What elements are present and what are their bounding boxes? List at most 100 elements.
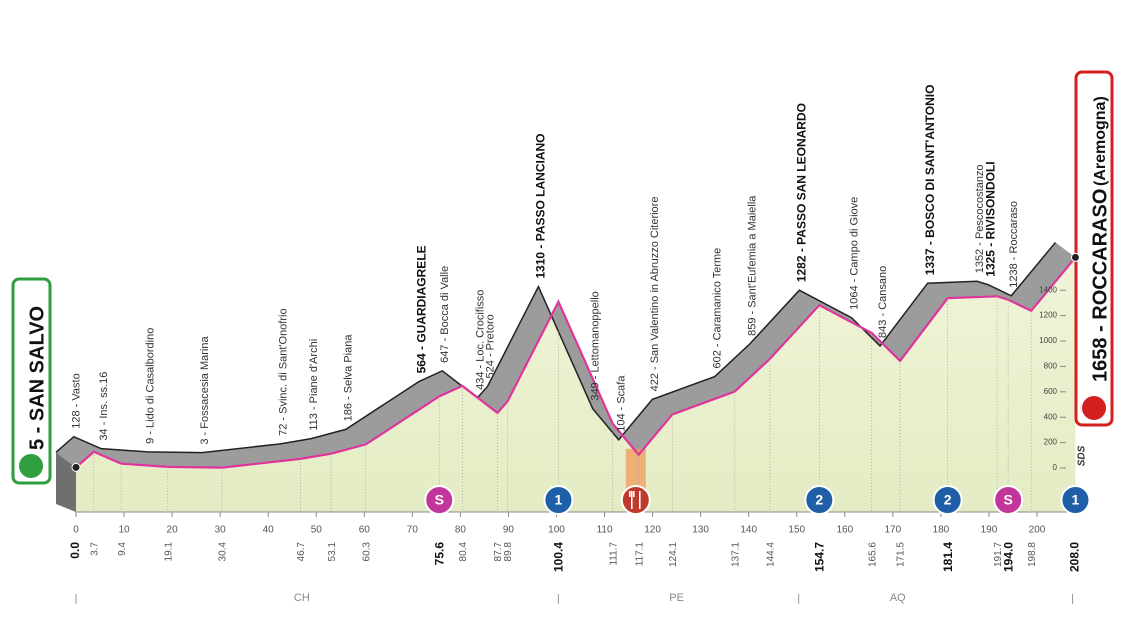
- waypoint-label: 1310 - PASSO LANCIANO: [534, 133, 548, 278]
- waypoint-km: 3.7: [89, 542, 100, 556]
- waypoint-label: 647 - Bocca di Valle: [439, 266, 451, 363]
- marker: [424, 485, 455, 515]
- finish-km: 208.0: [1068, 542, 1082, 572]
- sponsor: SDS: [1077, 445, 1088, 466]
- waypoint-km: 194.0: [1001, 542, 1015, 572]
- feed-zone-icon: [620, 485, 651, 515]
- altitude-tick-label: 0: [1053, 463, 1058, 472]
- marker: [993, 485, 1024, 515]
- finish-icon: [1082, 396, 1106, 420]
- waypoint-label: 128 - Vasto: [71, 373, 83, 428]
- feed-zone-cutlery: [628, 491, 641, 509]
- start-dot: [71, 462, 81, 472]
- km-tick-label: 20: [167, 525, 179, 536]
- waypoint-label: 843 - Cansano: [877, 266, 889, 338]
- waypoint-km: 117.1: [634, 542, 645, 567]
- region-label: AQ: [890, 592, 906, 604]
- waypoint-label: 186 - Selva Piana: [343, 334, 355, 422]
- waypoint-km: 137.1: [730, 542, 741, 567]
- marker: [543, 485, 574, 515]
- km-tick-label: 10: [118, 525, 130, 536]
- waypoint-label: 1064 - Campo di Giove: [849, 197, 861, 310]
- waypoint-label: 1325 - RIVISONDOLI: [983, 161, 997, 276]
- waypoint-km: 89.8: [503, 542, 514, 562]
- waypoint-label: 34 - Ins. ss.16: [98, 372, 110, 441]
- waypoint-label: 113 - Piane d'Archi: [308, 339, 320, 431]
- ground-area: [76, 257, 1076, 512]
- waypoint-label: 1238 - Roccaraso: [1008, 201, 1020, 288]
- altitude-tick-label: 200: [1044, 438, 1058, 447]
- waypoint-label: 9 - Lido di Casalbordino: [145, 328, 157, 444]
- waypoint-label: 1352 - Pescocostanzo: [974, 164, 986, 273]
- waypoint-label: 72 - Svinc. di Sant'Onofrio: [277, 308, 289, 435]
- finish-box: [1074, 70, 1114, 427]
- km-tick-label: 30: [215, 525, 227, 536]
- waypoint-label: 434 - Loc. Crocifisso: [474, 290, 486, 390]
- km-tick-label: 150: [788, 525, 805, 536]
- marker-label: 2: [815, 492, 823, 508]
- finish-dot: [1070, 252, 1080, 262]
- altitude-tick-label: 600: [1044, 387, 1058, 396]
- waypoint-km: 181.4: [941, 542, 955, 572]
- km-tick-label: 60: [359, 525, 371, 536]
- km-tick-label: 70: [407, 525, 419, 536]
- waypoint-km: 53.1: [327, 542, 338, 562]
- waypoint-label: 564 - GUARDIAGRELE: [414, 245, 428, 373]
- marker-label: S: [1003, 492, 1012, 508]
- start-label: 5 - SAN SALVO: [26, 306, 48, 450]
- marker-label: 2: [944, 492, 952, 508]
- profile-ridge: [55, 241, 1057, 454]
- altitude-tick-label: 400: [1044, 412, 1058, 421]
- waypoint-km: 60.3: [361, 542, 372, 562]
- waypoint-km: 165.6: [867, 542, 878, 567]
- km-tick-label: 170: [885, 525, 902, 536]
- km-tick-label: 0: [73, 525, 79, 536]
- waypoint-km: 100.4: [552, 542, 566, 572]
- waypoint-km: 191.7: [993, 542, 1004, 567]
- km-tick-label: 90: [503, 525, 515, 536]
- profile-side: [56, 452, 76, 512]
- altitude-tick-label: 1400: [1039, 285, 1057, 294]
- km-tick-label: 100: [548, 525, 565, 536]
- waypoint-km: 198.8: [1027, 542, 1038, 567]
- km-tick-label: 160: [836, 525, 853, 536]
- region-label: CH: [294, 592, 310, 604]
- waypoint-km: 111.7: [608, 542, 619, 566]
- waypoint-label: 1337 - BOSCO DI SANT'ANTONIO: [923, 85, 937, 276]
- km-tick-label: 120: [644, 525, 661, 536]
- km-tick-label: 130: [692, 525, 709, 536]
- km-tick-label: 190: [981, 525, 998, 536]
- km-tick-label: 180: [933, 525, 950, 536]
- finish-label: 1658 - ROCCARASO: [1089, 189, 1111, 382]
- waypoint-km: 30.4: [218, 542, 229, 562]
- waypoint-km: 19.1: [163, 542, 174, 562]
- marker-label: 1: [555, 492, 563, 508]
- waypoint-label: 524 - Pretoro: [484, 314, 496, 378]
- altitude-tick-label: 1000: [1039, 336, 1057, 345]
- waypoint-km: 46.7: [296, 542, 307, 562]
- marker-label: S: [435, 492, 444, 508]
- waypoint-km: 124.1: [668, 542, 679, 567]
- km-tick-label: 40: [263, 525, 275, 536]
- waypoint-km: 144.4: [765, 542, 776, 567]
- waypoint-label: 3 - Fossacesia Marina: [199, 336, 211, 445]
- marker-label: 1: [1072, 492, 1080, 508]
- km-tick-label: 140: [740, 525, 757, 536]
- finish-sublabel: (Aremogna): [1092, 96, 1109, 186]
- altitude-tick-label: 1200: [1039, 311, 1057, 320]
- region-label: PE: [669, 592, 684, 604]
- km-tick-label: 80: [455, 525, 467, 536]
- waypoint-label: 602 - Caramanico Terme: [712, 248, 724, 369]
- waypoint-km: 80.4: [458, 542, 469, 562]
- km-tick-label: 50: [311, 525, 323, 536]
- km-tick-label: 110: [597, 525, 613, 536]
- start-box: [11, 277, 52, 485]
- km-tick-label: 200: [1029, 525, 1046, 536]
- waypoint-label: 859 - Sant'Eufemia a Maiella: [747, 195, 759, 336]
- waypoint-label: 104 - Scafa: [616, 375, 628, 432]
- altitude-tick-label: 800: [1044, 362, 1058, 371]
- waypoint-km: 154.7: [813, 542, 827, 572]
- waypoint-label: 1282 - PASSO SAN LEONARDO: [795, 103, 809, 282]
- start-km: 0.0: [68, 542, 82, 559]
